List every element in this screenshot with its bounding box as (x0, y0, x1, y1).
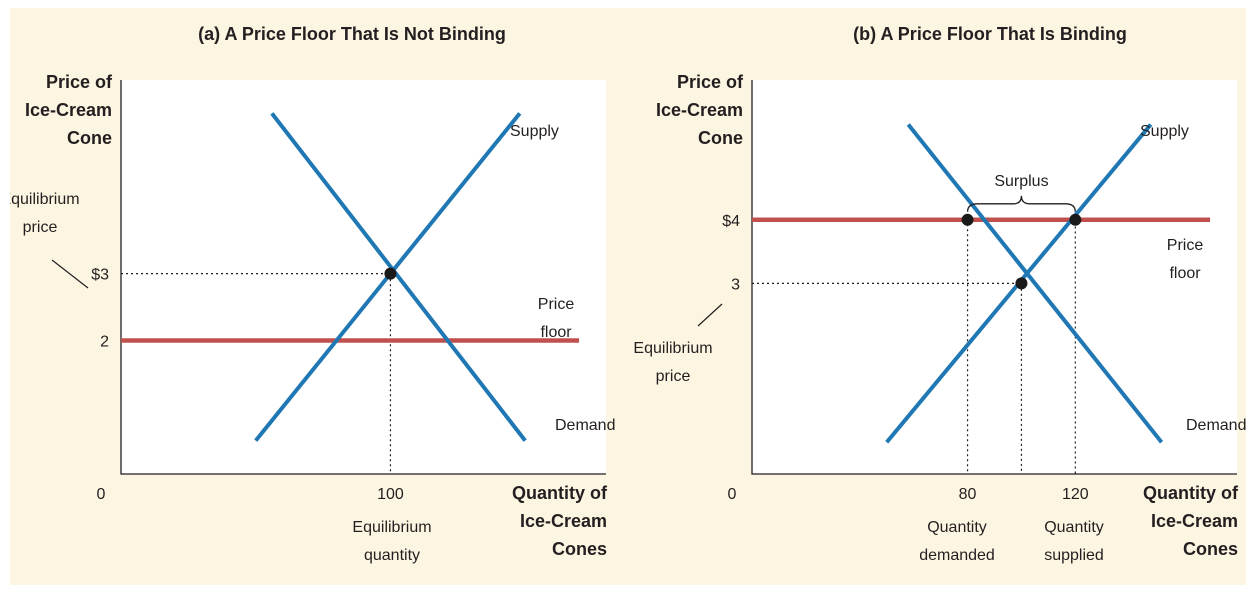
demand-label-a: Demand (555, 417, 615, 434)
point-b-2 (1069, 213, 1082, 226)
quantity-demanded-label-b-line-2: demanded (919, 547, 995, 564)
demand-curve-a (270, 112, 527, 442)
point-a-1 (384, 267, 397, 280)
x-tick-b-80: 80 (959, 486, 977, 503)
y-tick-a-3: $3 (91, 267, 109, 284)
price-floor-label-b-line-2: floor (1169, 265, 1201, 282)
x-axis-title-a-line-2: Ice-Cream (520, 511, 607, 531)
origin-label-b: 0 (728, 486, 737, 503)
demand-curve-b (906, 123, 1164, 444)
origin-label-a: 0 (97, 486, 106, 503)
equilibrium-price-label-a-line-2: price (23, 219, 58, 236)
chart-title-a: (a) A Price Floor That Is Not Binding (198, 24, 506, 44)
x-axis-title-a-line-3: Cones (552, 539, 607, 559)
equilibrium-price-leader-a (51, 259, 89, 289)
y-axis-title-a-line-2: Ice-Cream (25, 100, 112, 120)
x-tick-b-120: 120 (1062, 486, 1089, 503)
guide-line-b-1 (752, 282, 1023, 474)
equilibrium-price-label-a-line-1: Equilibrium (10, 191, 80, 208)
axes-b (751, 80, 1237, 475)
plot-area-a (121, 80, 606, 474)
price-floor-label-a-line-2: floor (540, 324, 572, 341)
supply-label-b: Supply (1140, 123, 1189, 140)
equilibrium-quantity-label-a-line-2: quantity (364, 547, 420, 564)
y-tick-b-4: $4 (722, 213, 740, 230)
y-axis-title-a-line-3: Cone (67, 128, 112, 148)
figure-canvas: (a) A Price Floor That Is Not Binding Pri… (10, 24, 1246, 564)
y-axis-title-b-line-2: Ice-Cream (656, 100, 743, 120)
quantity-supplied-label-b-line-1: Quantity (1044, 519, 1104, 536)
y-tick-b-3: 3 (731, 276, 740, 293)
surplus-label: Surplus (994, 173, 1048, 190)
x-axis-title-b-line-3: Cones (1183, 539, 1238, 559)
demand-label-b: Demand (1186, 417, 1246, 434)
equilibrium-price-label-b-line-1: Equilibrium (633, 340, 712, 357)
point-b-3 (1015, 277, 1028, 290)
x-axis-title-a-line-1: Quantity of (512, 483, 608, 503)
quantity-demanded-label-b-line-1: Quantity (927, 519, 987, 536)
x-axis-title-b-line-2: Ice-Cream (1151, 511, 1238, 531)
equilibrium-price-leader-b (697, 303, 723, 327)
y-tick-a-2: 2 (100, 333, 109, 350)
y-axis-title-a-line-1: Price of (46, 72, 113, 92)
x-axis-title-b-line-1: Quantity of (1143, 483, 1239, 503)
y-axis-title-b-line-1: Price of (677, 72, 744, 92)
plot-area-b (752, 80, 1237, 474)
equilibrium-quantity-label-a-line-1: Equilibrium (352, 519, 431, 536)
figure: (a) A Price Floor That Is Not Binding Pri… (10, 8, 1246, 585)
y-axis-title-b-line-3: Cone (698, 128, 743, 148)
point-b-1 (961, 213, 974, 226)
price-floor-label-a-line-1: Price (538, 296, 575, 313)
x-tick-a-100: 100 (377, 486, 404, 503)
supply-label-a: Supply (510, 123, 559, 140)
equilibrium-price-label-b-line-2: price (656, 368, 691, 385)
axes-a (120, 80, 606, 475)
chart-title-b: (b) A Price Floor That Is Binding (853, 24, 1127, 44)
quantity-supplied-label-b-line-2: supplied (1044, 547, 1104, 564)
price-floor-label-b-line-1: Price (1167, 237, 1204, 254)
